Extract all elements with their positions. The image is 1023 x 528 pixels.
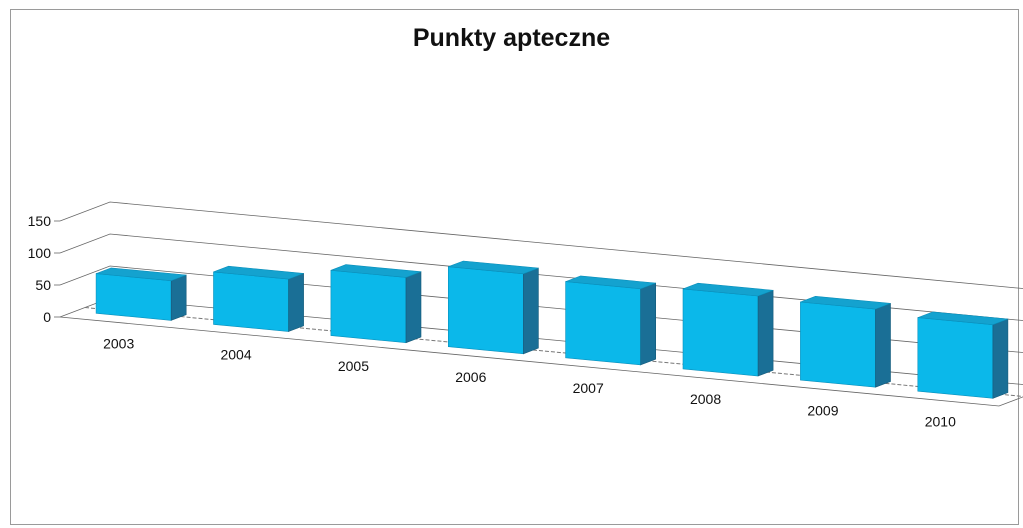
bar-top <box>800 295 891 310</box>
bar-top <box>213 265 304 280</box>
bar-side <box>875 302 891 388</box>
bar-side <box>992 318 1009 399</box>
y-tick-label: 0 <box>43 309 51 325</box>
x-tick-label: 2004 <box>220 347 251 363</box>
x-tick-label: 2008 <box>690 391 721 407</box>
gridline <box>59 201 1023 289</box>
bar-front <box>565 281 642 366</box>
chart-title: Punkty apteczne <box>412 24 611 52</box>
bar-front <box>682 288 759 377</box>
bar-top <box>682 282 774 297</box>
bar-side <box>757 289 774 377</box>
bar-front <box>800 301 876 388</box>
bar-front <box>213 271 289 332</box>
bar-front <box>330 269 407 344</box>
bar-top <box>95 267 187 282</box>
x-tick-label: 2006 <box>455 369 486 385</box>
y-tick-label: 50 <box>35 277 51 293</box>
bar-front <box>447 266 524 355</box>
bar-top <box>330 264 422 278</box>
x-tick-label: 2009 <box>807 402 838 418</box>
bar-side <box>288 272 304 332</box>
bar-side <box>405 271 422 344</box>
bar-top <box>448 260 539 275</box>
x-tick-label: 2007 <box>573 380 604 396</box>
x-tick-label: 2010 <box>925 413 956 429</box>
bar-side <box>640 282 657 366</box>
x-tick-label: 2005 <box>338 358 369 374</box>
bar-front <box>917 317 994 399</box>
floor-edge <box>59 316 1023 407</box>
bar-side <box>170 274 187 321</box>
bar-top <box>565 275 656 290</box>
x-tick-label: 2003 <box>103 336 134 352</box>
bar-side <box>523 267 539 355</box>
y-tick-label: 100 <box>28 245 52 261</box>
y-tick-label: 150 <box>28 213 52 229</box>
bar-top <box>917 311 1009 326</box>
bar-front <box>95 273 172 321</box>
